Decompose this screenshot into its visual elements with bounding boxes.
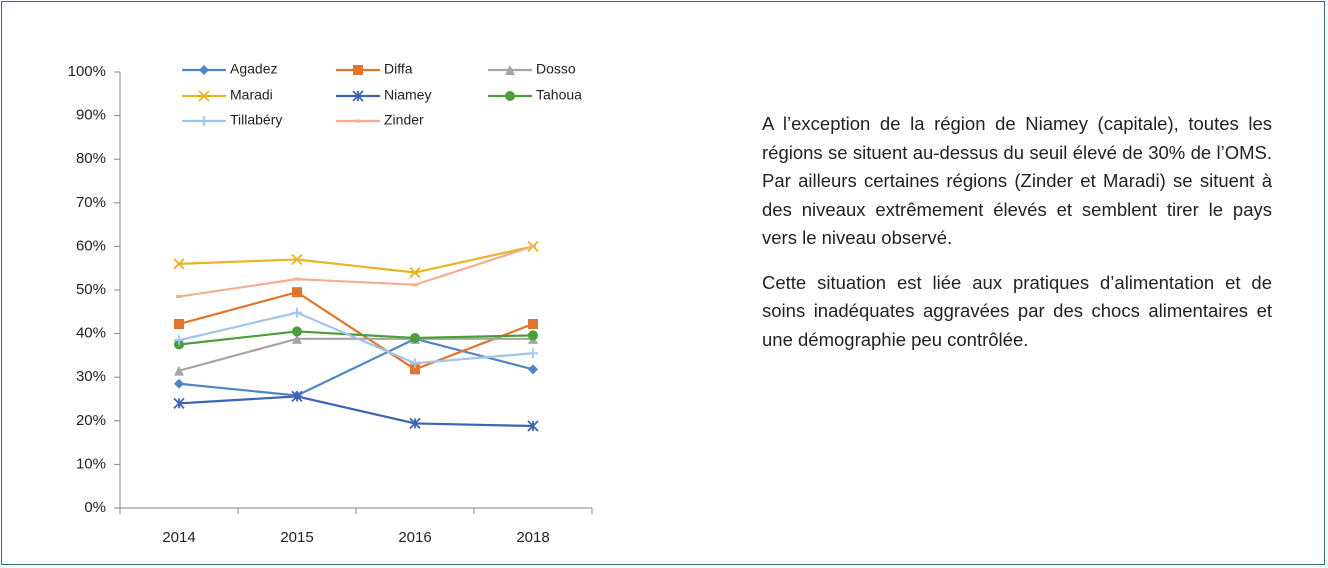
legend-label: Tillabéry (230, 112, 282, 128)
data-point (528, 364, 538, 375)
y-tick-label: 0% (84, 499, 106, 516)
legend-label: Niamey (384, 87, 431, 103)
legend-marker (353, 65, 363, 75)
paragraph: Cette situation est liée aux pratiques d… (762, 271, 1272, 350)
data-point (528, 348, 538, 359)
y-tick-label: 60% (76, 237, 106, 254)
legend-label: Tahoua (536, 87, 582, 103)
text-block: A l’exception de la région de Niamey (ca… (762, 110, 1272, 370)
x-tick-label: 2018 (516, 529, 549, 546)
legend-marker (199, 65, 209, 75)
y-tick-label: 20% (76, 412, 106, 429)
x-tick-label: 2014 (162, 529, 195, 546)
legend-marker (198, 90, 210, 102)
data-point (292, 307, 302, 318)
legend-marker (505, 91, 515, 101)
y-tick-label: 80% (76, 150, 106, 167)
series-line (178, 330, 534, 346)
data-point (174, 319, 184, 330)
data-point (173, 397, 185, 409)
data-point (291, 253, 303, 266)
y-tick-label: 100% (68, 63, 106, 80)
legend-marker (199, 116, 209, 126)
series-line (178, 395, 534, 428)
legend-label: Agadez (230, 61, 277, 77)
data-point (174, 378, 184, 389)
legend-marker (352, 90, 364, 102)
data-point (410, 358, 420, 369)
data-point (528, 319, 538, 330)
data-point (292, 326, 302, 337)
data-point (409, 266, 421, 279)
data-point (528, 330, 538, 341)
y-tick-label: 50% (76, 281, 106, 298)
y-tick-label: 90% (76, 107, 106, 124)
data-point (410, 364, 420, 375)
x-tick-label: 2015 (280, 529, 313, 546)
legend-label: Diffa (384, 61, 413, 77)
data-point (292, 287, 302, 298)
paragraph: A l’exception de la région de Niamey (ca… (762, 113, 1272, 248)
data-point (291, 390, 303, 403)
series-line (178, 290, 534, 371)
data-point (174, 365, 184, 376)
legend-label: Zinder (384, 112, 424, 128)
data-point (410, 332, 420, 343)
data-point (409, 417, 421, 430)
data-point (173, 258, 185, 270)
data-point (292, 333, 302, 344)
series-line (178, 311, 534, 365)
data-point (174, 335, 184, 346)
series-line (178, 245, 534, 274)
y-tick-label: 40% (76, 325, 106, 342)
data-point (527, 420, 539, 432)
legend-label: Maradi (230, 87, 273, 103)
x-tick-label: 2016 (398, 529, 431, 546)
legend-label: Dosso (536, 61, 576, 77)
y-tick-label: 70% (76, 194, 106, 211)
y-tick-label: 30% (76, 368, 106, 385)
series-line (178, 245, 534, 298)
legend-marker (505, 65, 515, 75)
y-tick-label: 10% (76, 455, 106, 472)
series-line (178, 337, 534, 397)
